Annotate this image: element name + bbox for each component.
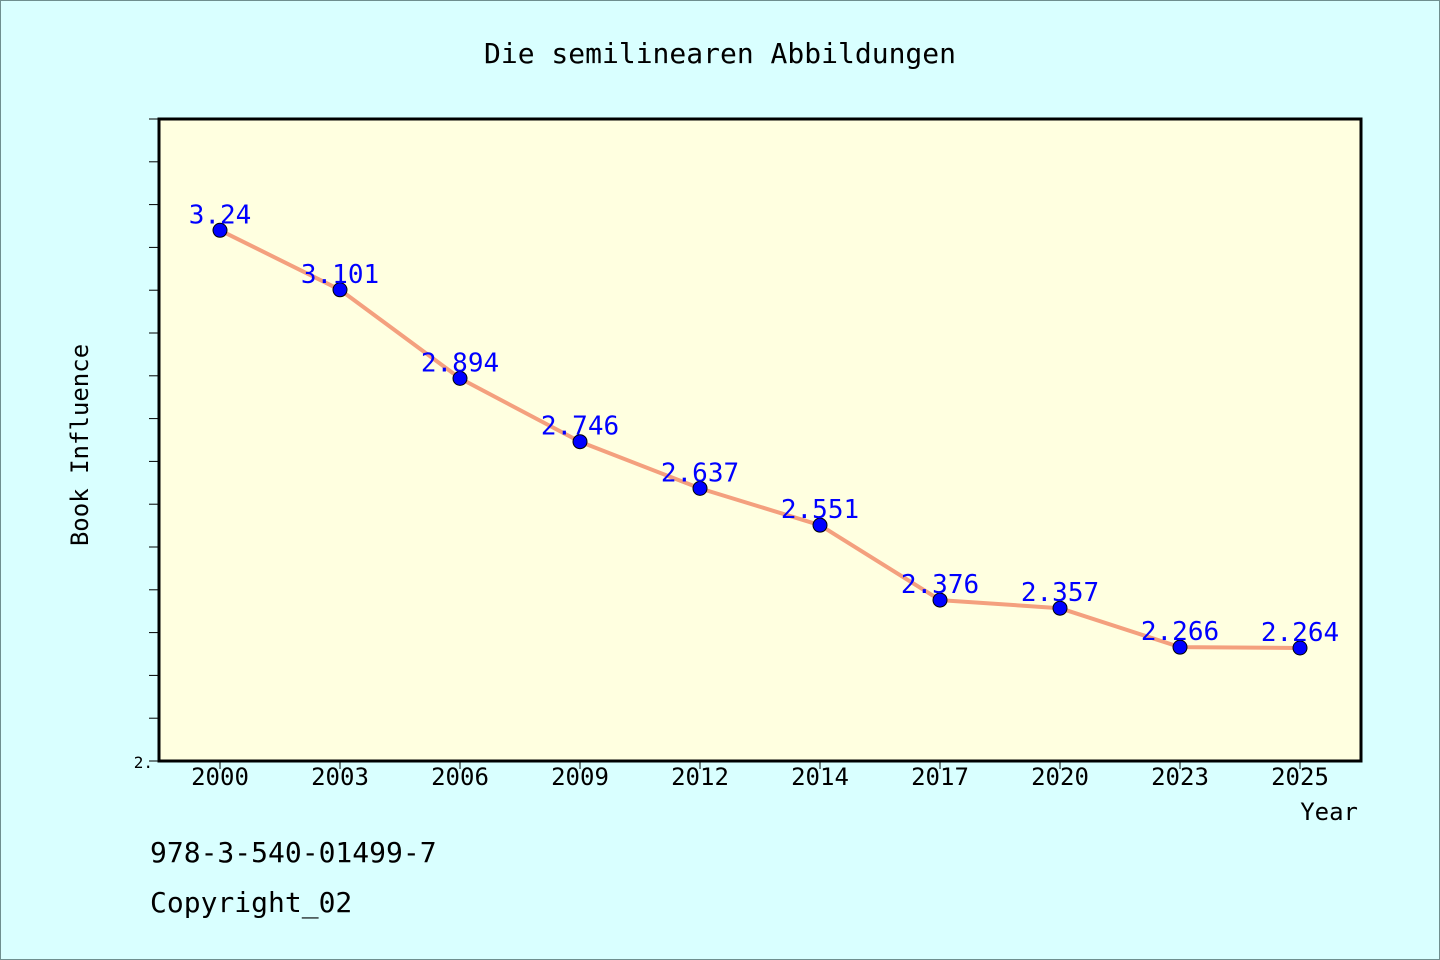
data-point [1052, 600, 1068, 616]
x-tick-label: 2000 [191, 763, 249, 791]
data-label: 2.264 [1261, 618, 1339, 648]
data-point [1292, 640, 1308, 656]
data-label: 3.101 [301, 260, 379, 290]
x-axis-ticks: 2000 2003 2006 2009 2012 2014 2017 2020 2023 2025 [191, 761, 1329, 791]
data-label: 2.894 [421, 348, 499, 378]
data-label: 3.24 [189, 200, 252, 230]
data-label: 2.266 [1141, 617, 1219, 647]
data-label: 2.746 [541, 412, 619, 442]
y-tick-label: 2. [134, 753, 153, 772]
data-point [932, 592, 948, 608]
series-layer [212, 222, 1308, 656]
x-tick-label: 2003 [311, 763, 369, 791]
data-point [452, 370, 468, 386]
data-point [332, 282, 348, 298]
x-tick-label: 2020 [1031, 763, 1089, 791]
data-label: 2.357 [1021, 578, 1099, 608]
chart-title: Die semilinearen Abbildungen [484, 37, 956, 70]
data-point [1172, 639, 1188, 655]
x-tick-label: 2006 [431, 763, 489, 791]
x-tick-label: 2025 [1271, 763, 1329, 791]
data-point [692, 480, 708, 496]
data-label: 2.376 [901, 570, 979, 600]
x-axis-label: Year [1300, 798, 1358, 826]
data-point [212, 222, 228, 238]
y-axis-ticks [149, 118, 159, 762]
isbn-text: 978-3-540-01499-7 [150, 836, 437, 869]
x-tick-label: 2012 [671, 763, 729, 791]
x-tick-label: 2017 [911, 763, 969, 791]
x-tick-label: 2023 [1151, 763, 1209, 791]
data-point [812, 517, 828, 533]
data-label: 2.637 [661, 458, 739, 488]
data-label-layer: 3.24 3.101 2.894 2.746 2.637 2.551 2.376 2.357 2… [189, 200, 1339, 648]
y-axis-label: Book Influence [66, 344, 94, 546]
x-tick-label: 2014 [791, 763, 849, 791]
series-line [218, 228, 1302, 651]
x-tick-label: 2009 [551, 763, 609, 791]
data-label: 2.551 [781, 495, 859, 525]
copyright-text: Copyright_02 [150, 886, 353, 919]
data-point [572, 434, 588, 450]
plot-area [157, 117, 1363, 763]
